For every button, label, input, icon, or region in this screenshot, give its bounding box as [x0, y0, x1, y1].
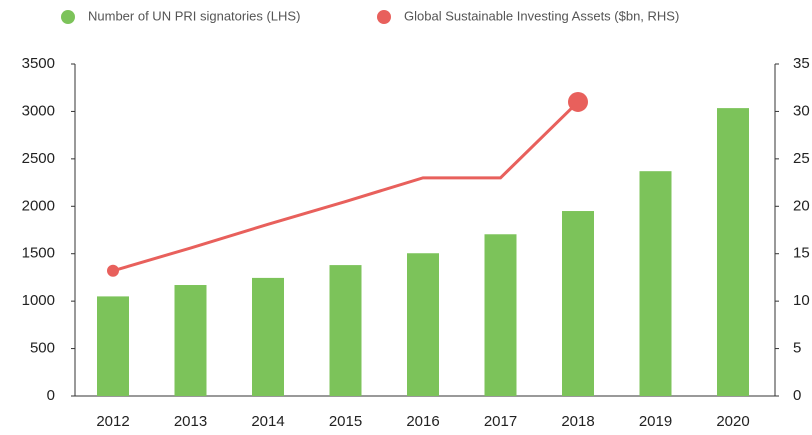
- y2-tick-label: 30: [793, 102, 810, 119]
- x-tick-label: 2020: [716, 413, 749, 430]
- x-tick-label: 2016: [406, 413, 439, 430]
- bar: [407, 253, 439, 396]
- x-tick-label: 2018: [561, 413, 594, 430]
- x-tick-label: 2013: [174, 413, 207, 430]
- y-tick-label: 500: [30, 340, 55, 357]
- x-tick-label: 2015: [329, 413, 362, 430]
- bar: [97, 296, 129, 396]
- y2-tick-label: 20: [793, 197, 810, 214]
- bar: [252, 277, 284, 396]
- legend-label: Global Sustainable Investing Assets ($bn…: [404, 8, 679, 23]
- line-marker: [107, 264, 119, 277]
- y2-tick-label: 15: [793, 245, 810, 262]
- x-tick-label: 2014: [251, 413, 284, 430]
- y-tick-label: 0: [47, 387, 55, 404]
- y-tick-label: 1000: [22, 292, 55, 309]
- y2-tick-label: 0: [793, 387, 801, 404]
- legend-marker: [61, 10, 75, 24]
- y-tick-label: 2000: [22, 197, 55, 214]
- bar: [562, 211, 594, 396]
- x-tick-label: 2019: [639, 413, 672, 430]
- bar: [484, 234, 517, 396]
- y2-tick-label: 25: [793, 150, 810, 167]
- line: [112, 100, 580, 273]
- line-marker: [568, 91, 588, 112]
- y-tick-label: 3000: [22, 102, 55, 119]
- bar: [329, 265, 362, 396]
- x-tick-label: 2012: [96, 413, 129, 430]
- bar: [639, 171, 672, 396]
- legend-marker: [377, 10, 391, 24]
- bar: [717, 108, 749, 396]
- x-tick-label: 2017: [484, 413, 517, 430]
- legend-label: Number of UN PRI signatories (LHS): [88, 8, 300, 23]
- y2-tick-label: 10: [793, 292, 810, 309]
- y2-tick-label: 35: [793, 55, 810, 72]
- y-tick-label: 3500: [22, 55, 55, 72]
- y-tick-label: 1500: [22, 245, 55, 262]
- y2-tick-label: 5: [793, 340, 801, 357]
- bar: [174, 285, 207, 396]
- y-tick-label: 2500: [22, 150, 55, 167]
